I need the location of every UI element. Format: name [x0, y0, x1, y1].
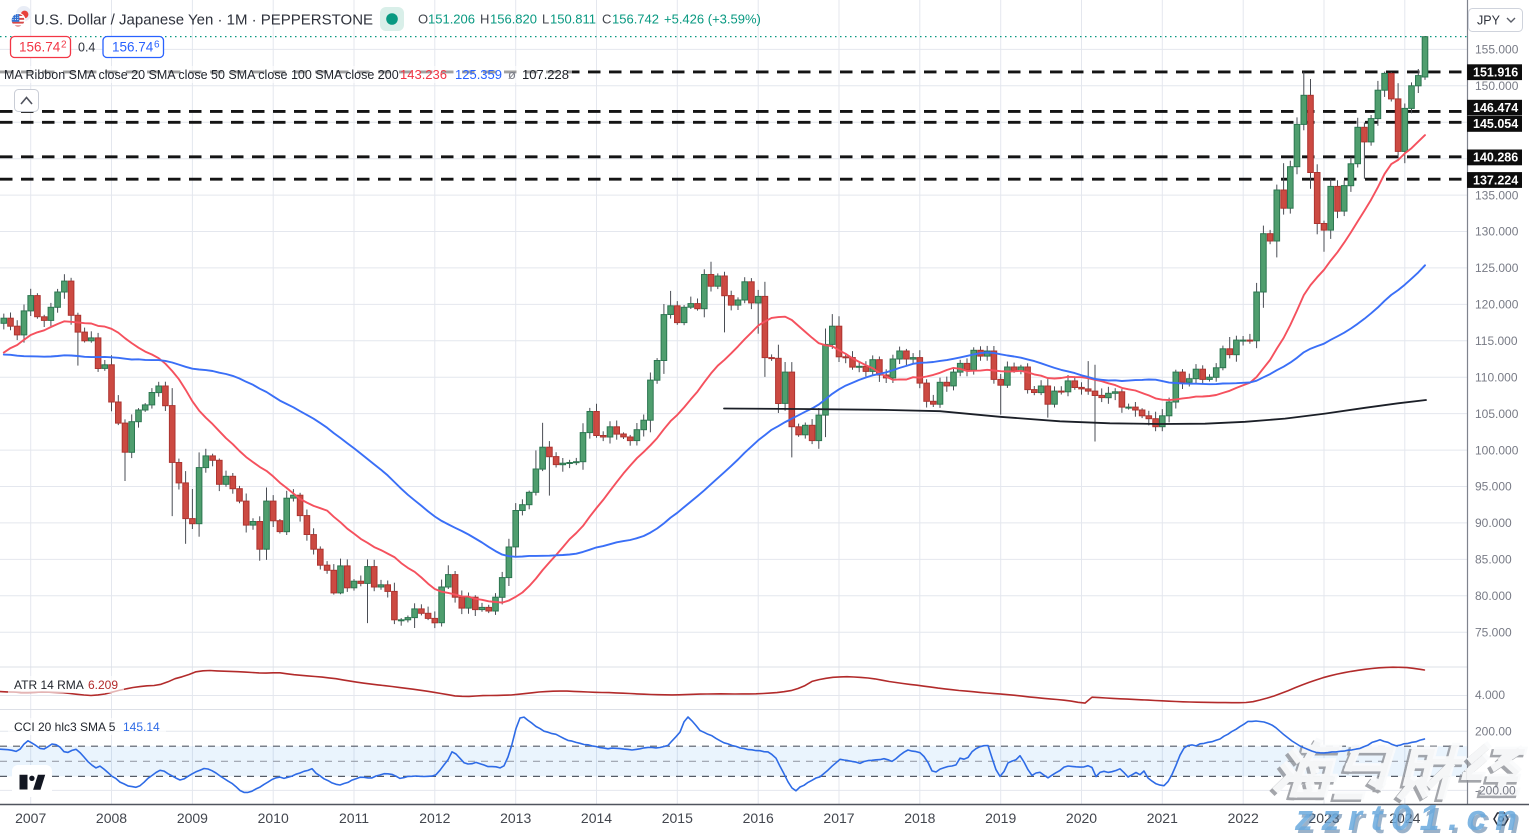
- svg-text:MA Ribbon SMA close 20 SMA clo: MA Ribbon SMA close 20 SMA close 50 SMA …: [4, 68, 399, 82]
- svg-text:zzrt01.cn: zzrt01.cn: [1294, 797, 1526, 834]
- svg-text:140.286: 140.286: [1473, 151, 1518, 165]
- svg-text:143.236: 143.236: [400, 67, 447, 82]
- svg-text:0.4: 0.4: [78, 41, 95, 55]
- svg-text:2013: 2013: [500, 810, 531, 826]
- svg-text:135.000: 135.000: [1475, 188, 1519, 202]
- svg-text:146.474: 146.474: [1473, 101, 1518, 115]
- svg-text:151.916: 151.916: [1473, 66, 1518, 80]
- svg-text:2011: 2011: [339, 810, 369, 826]
- svg-text:2: 2: [61, 40, 67, 51]
- svg-text:zzrt01.cn: zzrt01.cn: [1297, 800, 1529, 834]
- svg-text:100.000: 100.000: [1475, 443, 1519, 457]
- svg-text:2018: 2018: [904, 810, 935, 826]
- svg-text:6: 6: [154, 40, 160, 51]
- svg-text:U.S. Dollar / Japanese Yen · 1: U.S. Dollar / Japanese Yen · 1M · PEPPER…: [34, 12, 373, 29]
- svg-text:2024: 2024: [1389, 810, 1420, 826]
- svg-text:+5.426 (+3.59%): +5.426 (+3.59%): [664, 12, 761, 27]
- svg-text:2020: 2020: [1066, 810, 1097, 826]
- svg-text:95.000: 95.000: [1475, 480, 1512, 494]
- svg-text:2010: 2010: [258, 810, 289, 826]
- svg-text:2022: 2022: [1228, 810, 1259, 826]
- svg-text:O: O: [418, 12, 428, 27]
- svg-text:90.000: 90.000: [1475, 516, 1512, 530]
- svg-text:6.209: 6.209: [88, 678, 118, 692]
- svg-text:105.000: 105.000: [1475, 407, 1519, 421]
- svg-text:200.00: 200.00: [1475, 724, 1512, 738]
- svg-text:H: H: [480, 12, 489, 27]
- svg-text:115.000: 115.000: [1475, 334, 1518, 348]
- svg-text:2012: 2012: [419, 810, 450, 826]
- svg-text:C: C: [602, 12, 611, 27]
- svg-text:80.000: 80.000: [1475, 589, 1512, 603]
- svg-text:2015: 2015: [662, 810, 693, 826]
- svg-text:156.74: 156.74: [112, 40, 154, 55]
- svg-text:-200.00: -200.00: [1475, 784, 1516, 798]
- svg-text:155.000: 155.000: [1475, 43, 1519, 57]
- svg-text:ATR 14 RMA: ATR 14 RMA: [14, 678, 84, 692]
- svg-text:2017: 2017: [823, 810, 854, 826]
- svg-text:151.206: 151.206: [428, 12, 475, 27]
- svg-text:107.228: 107.228: [522, 67, 569, 82]
- svg-text:137.224: 137.224: [1473, 173, 1518, 187]
- svg-text:L: L: [542, 12, 549, 27]
- svg-text:2007: 2007: [15, 810, 46, 826]
- svg-text:2014: 2014: [581, 810, 612, 826]
- svg-text:125.359: 125.359: [455, 67, 502, 82]
- svg-text:150.811: 150.811: [550, 12, 596, 27]
- svg-text:2008: 2008: [96, 810, 127, 826]
- svg-text:75.000: 75.000: [1475, 625, 1512, 639]
- svg-text:130.000: 130.000: [1475, 225, 1519, 239]
- svg-text:110.000: 110.000: [1475, 370, 1518, 384]
- svg-text:2016: 2016: [743, 810, 774, 826]
- svg-text:156.74: 156.74: [19, 40, 61, 55]
- svg-text:156.742: 156.742: [612, 12, 659, 27]
- svg-text:2009: 2009: [177, 810, 208, 826]
- svg-text:CCI 20 hlc3 SMA 5: CCI 20 hlc3 SMA 5: [14, 720, 116, 734]
- svg-text:125.000: 125.000: [1475, 261, 1519, 275]
- svg-text:145.054: 145.054: [1473, 117, 1518, 131]
- svg-text:120.000: 120.000: [1475, 298, 1519, 312]
- svg-text:ø: ø: [508, 67, 516, 82]
- svg-text:85.000: 85.000: [1475, 553, 1512, 567]
- svg-text:150.000: 150.000: [1475, 79, 1519, 93]
- svg-text:2019: 2019: [985, 810, 1016, 826]
- svg-text:2021: 2021: [1147, 810, 1178, 826]
- svg-text:145.14: 145.14: [123, 720, 160, 734]
- svg-text:JPY: JPY: [1477, 14, 1501, 28]
- svg-text:156.820: 156.820: [490, 12, 537, 27]
- svg-text:4.000: 4.000: [1475, 688, 1505, 702]
- svg-text:2023: 2023: [1308, 810, 1339, 826]
